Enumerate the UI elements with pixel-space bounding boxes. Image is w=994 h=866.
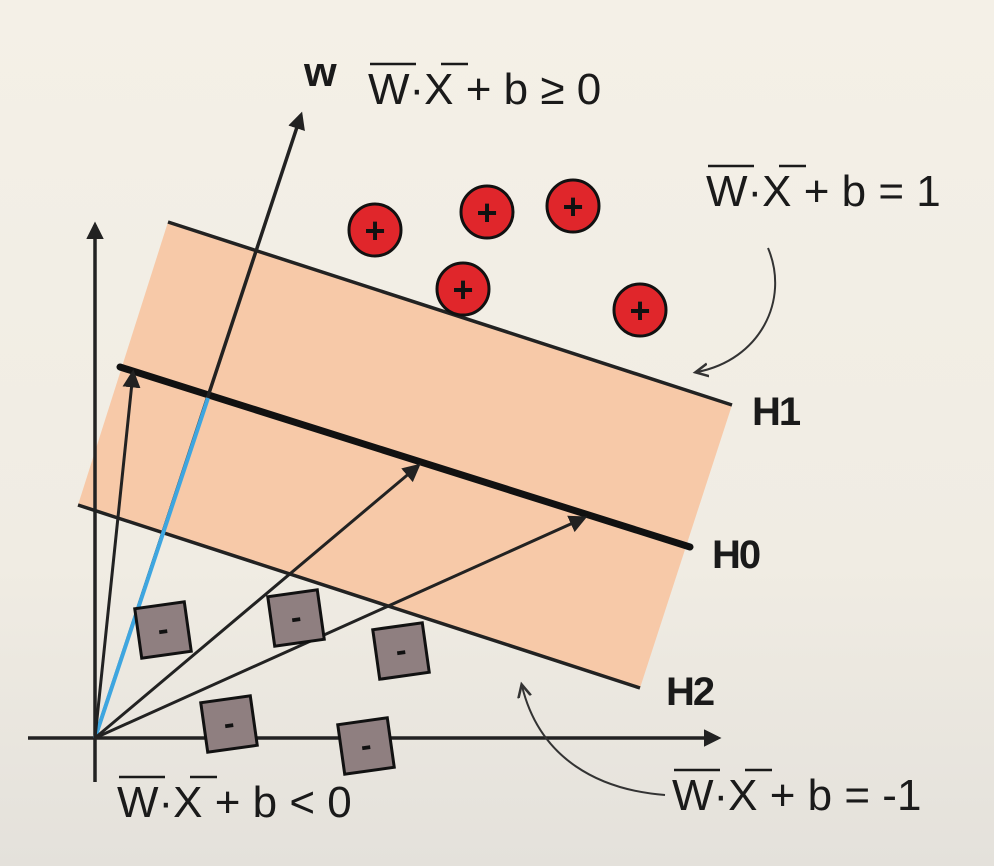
svg-text:-: - xyxy=(288,598,304,635)
pointer-arrow-h1 xyxy=(697,247,777,372)
h1-line xyxy=(167,220,733,407)
positive-point: + xyxy=(612,282,668,338)
negative-point: - xyxy=(371,621,431,681)
negative-point: - xyxy=(199,694,259,754)
equation-h2: W·X + b = -1 xyxy=(672,768,921,820)
svg-text:W·X + b = 1: W·X + b = 1 xyxy=(706,167,941,216)
vector-to-h0-right xyxy=(94,515,588,740)
h2-line xyxy=(77,503,641,690)
svg-text:-: - xyxy=(393,631,409,668)
h1-label: H1 xyxy=(752,390,801,434)
h2-label: H2 xyxy=(666,670,714,714)
negative-point: - xyxy=(336,716,396,776)
h0-label: H0 xyxy=(712,533,760,577)
svg-text:+: + xyxy=(562,186,583,227)
svg-text:+: + xyxy=(364,210,385,251)
positive-point: + xyxy=(459,184,515,240)
svg-text:+: + xyxy=(629,290,650,331)
w-label: w xyxy=(303,48,337,95)
svg-text:+: + xyxy=(452,269,473,310)
equation-bottom: W·X + b < 0 xyxy=(117,775,352,827)
negative-point: - xyxy=(133,600,193,660)
svg-text:-: - xyxy=(221,704,237,741)
svg-text:-: - xyxy=(155,610,171,647)
vector-to-h0-left xyxy=(93,369,141,739)
svg-text:-: - xyxy=(358,726,374,763)
pointer-arrow-h2 xyxy=(522,686,666,796)
normal-projection xyxy=(93,397,210,739)
vector-to-h0-mid xyxy=(94,463,421,740)
equation-top: W·X + b ≥ 0 xyxy=(368,62,601,114)
positive-point: + xyxy=(347,202,403,258)
svg-text:W·X + b ≥ 0: W·X + b ≥ 0 xyxy=(368,65,601,114)
svg-text:W·X + b < 0: W·X + b < 0 xyxy=(117,778,352,827)
negative-point: - xyxy=(266,588,326,648)
svg-text:+: + xyxy=(476,192,497,233)
equation-h1: W·X + b = 1 xyxy=(706,164,941,216)
h0-line xyxy=(116,363,694,551)
positive-point: + xyxy=(545,178,601,234)
svg-text:W·X + b = -1: W·X + b = -1 xyxy=(672,771,921,820)
positive-point: + xyxy=(435,261,491,317)
